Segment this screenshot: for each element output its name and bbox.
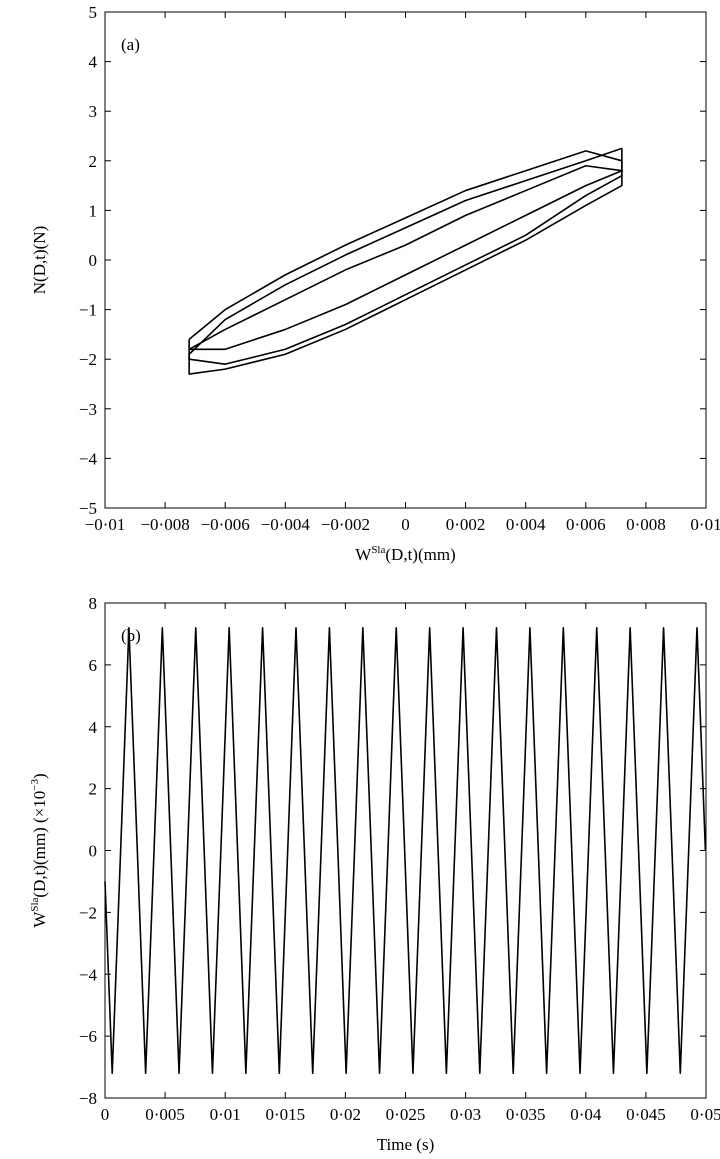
y-tick-label: 6 [89,656,98,675]
label-part: (D,t)(mm) [385,545,455,564]
y-tick-label: −2 [79,903,97,922]
y-tick-label: 2 [89,780,98,799]
y-tick-label: 1 [89,201,98,220]
x-tick-label: −0·008 [140,515,189,534]
x-tick-label: 0·004 [506,515,546,534]
label-part: Time (s) [377,1135,434,1154]
x-tick-label: 0·005 [145,1105,185,1124]
plot: −0·01 −0·008 −0·006 −0·004 −0·002 0 0·002 0·004… [30,3,720,564]
x-tick-label: 0·006 [566,515,606,534]
x-tick-label: −0·004 [261,515,311,534]
x-axis-label: WSla(D,t)(mm) [355,544,455,564]
x-tick-label: 0·008 [626,515,666,534]
y-tick-label: 0 [89,251,98,270]
x-tick-label: 0·035 [506,1105,546,1124]
x-tick-label: 0·01 [210,1105,241,1124]
label-part: N(D,t)(N) [30,226,49,294]
y-tick-label: −4 [79,449,98,468]
x-tick-label: 0 [101,1105,110,1124]
y-tick-label: 4 [89,718,98,737]
y-tick-label: −3 [79,400,97,419]
x-tick-label: 0·002 [446,515,486,534]
y-axis-label: N(D,t)(N) [30,226,49,294]
y-tick-label: −2 [79,350,97,369]
x-tick-label: 0·015 [265,1105,305,1124]
plot-frame [104,11,707,509]
y-axis-label: WSla(D,t)(mm) (×10−3) [29,773,49,927]
panel-label: (a) [121,35,140,54]
y-tick-label: 2 [89,152,98,171]
y-tick-label: −8 [79,1089,97,1108]
superscript: Sla [29,897,41,911]
y-tick-label: 0 [89,842,98,861]
y-tick-label: 8 [89,594,98,613]
data-line [188,164,623,351]
data-line [188,150,623,365]
label-part: (D,t)(mm) (×10 [30,791,49,898]
data-line [188,147,623,375]
x-tick-label: 0·03 [450,1105,481,1124]
y-tick-label: −4 [79,965,98,984]
x-axis-label: Time (s) [377,1135,434,1154]
data-line [104,626,707,1075]
x-tick-label: 0·02 [330,1105,361,1124]
y-tick-label: 5 [89,3,98,22]
label-part: W [355,545,372,564]
y-tick-label: −6 [79,1027,97,1046]
plot: 0 0·005 0·01 0·015 0·02 0·025 0·03 0·035 0·04 0·0… [29,594,720,1154]
label-part: ) [30,773,49,779]
y-tick-label: 4 [89,53,98,72]
x-tick-label: 0·01 [690,515,720,534]
x-tick-label: 0·04 [570,1105,602,1124]
panel-label: (b) [121,626,141,645]
x-tick-label: −0·01 [85,515,126,534]
x-tick-label: −0·006 [201,515,250,534]
x-tick-label: 0·05 [690,1105,720,1124]
label-part: W [30,911,49,928]
superscript: Sla [371,544,385,556]
superscript: −3 [29,779,41,791]
y-tick-label: −1 [79,301,97,320]
x-tick-label: 0·025 [386,1105,426,1124]
y-tick-label: −5 [79,499,97,518]
x-tick-label: −0·002 [321,515,370,534]
y-tick-label: 3 [89,102,98,121]
x-tick-label: 0·045 [626,1105,666,1124]
x-tick-label: 0 [401,515,410,534]
